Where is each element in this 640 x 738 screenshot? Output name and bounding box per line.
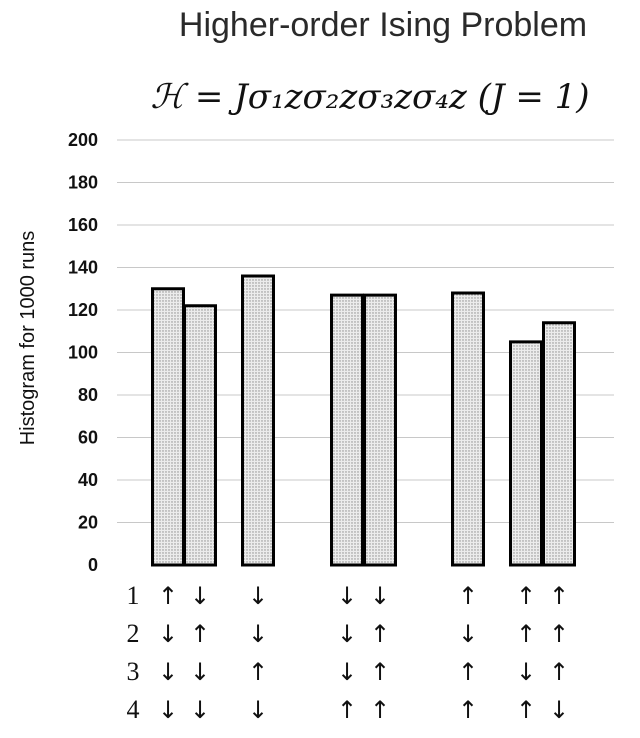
bar — [511, 342, 542, 565]
bar — [153, 289, 184, 565]
chart-formula: ℋ = Jσ₁zσ₂zσ₃zσ₄z (J = 1) — [150, 77, 589, 117]
spin-down-arrow: ↓ — [158, 696, 178, 724]
spin-up-arrow: ↑ — [549, 582, 569, 610]
y-tick-label: 140 — [68, 258, 98, 278]
spin-up-arrow: ↑ — [458, 658, 478, 686]
spin-up-arrow: ↑ — [549, 658, 569, 686]
y-tick-label: 80 — [78, 385, 98, 405]
spin-down-arrow: ↓ — [248, 582, 268, 610]
spin-up-arrow: ↑ — [370, 620, 390, 648]
spin-down-arrow: ↓ — [190, 696, 210, 724]
spin-up-arrow: ↑ — [516, 696, 536, 724]
spin-down-arrow: ↓ — [248, 620, 268, 648]
bar — [365, 295, 396, 565]
y-tick-label: 40 — [78, 470, 98, 490]
spin-down-arrow: ↓ — [337, 620, 357, 648]
bar — [544, 323, 575, 565]
spin-down-arrow: ↓ — [337, 582, 357, 610]
spin-up-arrow: ↑ — [337, 696, 357, 724]
spin-down-arrow: ↓ — [516, 658, 536, 686]
chart-title: Higher-order Ising Problem — [179, 6, 587, 44]
spin-row-labels: 1 2 3 4 — [127, 581, 140, 724]
spin-up-arrow: ↑ — [458, 582, 478, 610]
spin-up-arrow: ↑ — [516, 582, 536, 610]
y-tick-label: 60 — [78, 428, 98, 448]
y-tick-labels: 0 20 40 60 80 100 120 140 160 180 200 — [68, 130, 98, 575]
spin-down-arrow: ↓ — [248, 696, 268, 724]
spin-down-arrow: ↓ — [190, 658, 210, 686]
spin-configurations: ↑ ↓ ↓ ↓ ↓ ↑ ↓ ↓ ↓ ↓ ↑ ↓ ↓ ↓ ↓ ↑ ↓ ↑ ↑ ↑ ↑ ↓ ↑ ↑ ↑ ↑ ↓ ↑ ↑ ↑ ↑ ↓ — [158, 582, 569, 724]
spin-row-label: 3 — [127, 657, 140, 686]
y-tick-label: 180 — [68, 173, 98, 193]
y-axis-label: Histogram for 1000 runs — [17, 231, 39, 446]
bar — [243, 276, 274, 565]
spin-down-arrow: ↓ — [549, 696, 569, 724]
spin-down-arrow: ↓ — [370, 582, 390, 610]
spin-up-arrow: ↑ — [458, 696, 478, 724]
y-tick-label: 120 — [68, 300, 98, 320]
y-tick-label: 160 — [68, 215, 98, 235]
spin-down-arrow: ↓ — [458, 620, 478, 648]
spin-row-label: 1 — [127, 581, 140, 610]
spin-row-label: 2 — [127, 619, 140, 648]
spin-down-arrow: ↓ — [158, 658, 178, 686]
spin-row-label: 4 — [127, 695, 140, 724]
bar — [185, 306, 216, 565]
spin-up-arrow: ↑ — [248, 658, 268, 686]
spin-up-arrow: ↑ — [549, 620, 569, 648]
spin-up-arrow: ↑ — [190, 620, 210, 648]
bar — [453, 293, 484, 565]
y-tick-label: 200 — [68, 130, 98, 150]
spin-down-arrow: ↓ — [158, 620, 178, 648]
y-tick-label: 100 — [68, 343, 98, 363]
spin-up-arrow: ↑ — [370, 696, 390, 724]
bar — [332, 295, 363, 565]
spin-down-arrow: ↓ — [337, 658, 357, 686]
spin-up-arrow: ↑ — [158, 582, 178, 610]
bars — [153, 276, 575, 565]
spin-down-arrow: ↓ — [190, 582, 210, 610]
spin-up-arrow: ↑ — [516, 620, 536, 648]
y-tick-label: 20 — [78, 513, 98, 533]
y-tick-label: 0 — [88, 555, 98, 575]
spin-up-arrow: ↑ — [370, 658, 390, 686]
